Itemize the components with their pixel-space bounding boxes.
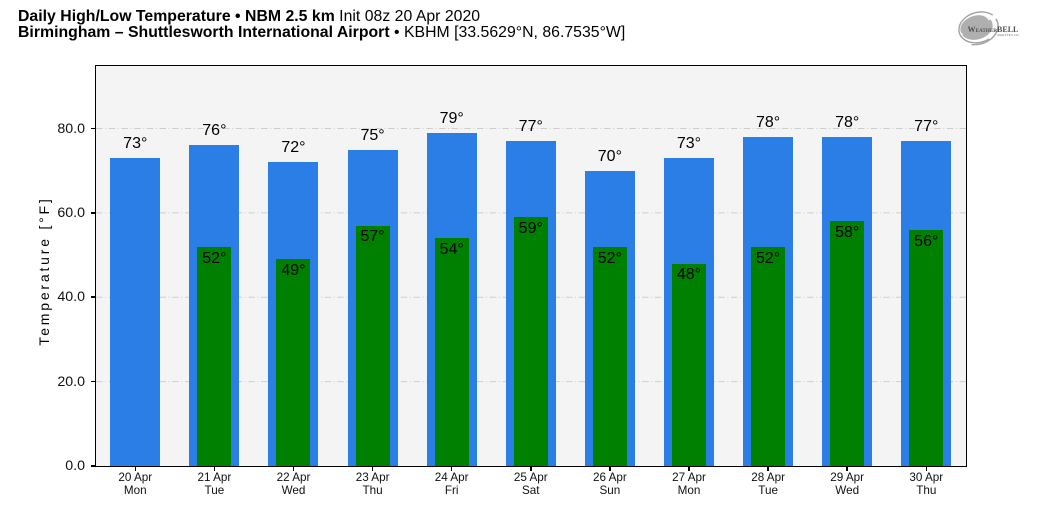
svg-text:WEATHERBELL: WEATHERBELL: [968, 25, 1019, 34]
svg-text:ANALYTICS LLC: ANALYTICS LLC: [997, 33, 1019, 37]
